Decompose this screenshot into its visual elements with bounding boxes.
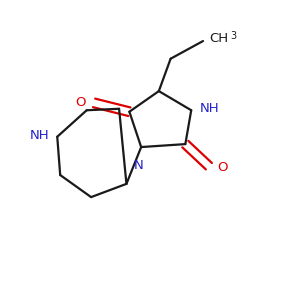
Text: NH: NH	[29, 129, 49, 142]
Text: CH: CH	[209, 32, 228, 45]
Text: NH: NH	[200, 102, 220, 115]
Text: 3: 3	[230, 31, 236, 41]
Text: O: O	[75, 96, 86, 109]
Text: O: O	[217, 161, 228, 174]
Text: N: N	[134, 159, 144, 172]
